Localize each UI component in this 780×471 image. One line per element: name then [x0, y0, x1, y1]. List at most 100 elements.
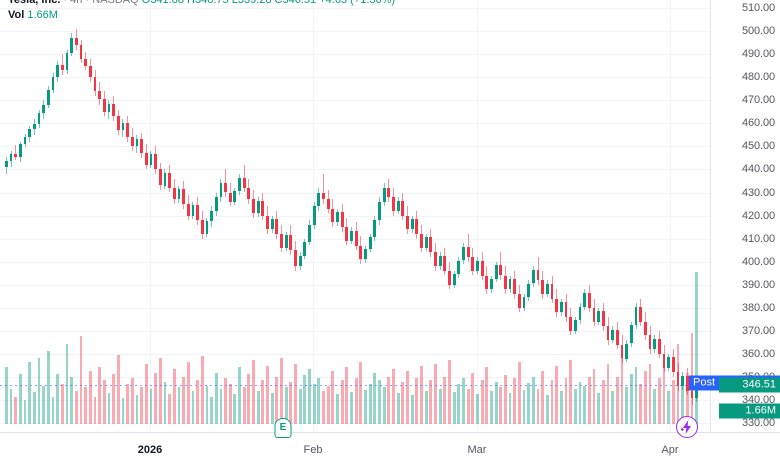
candle-body: [191, 205, 195, 216]
candle-body: [597, 311, 601, 322]
price-tick-label: 500.00: [741, 25, 775, 38]
candle-body: [583, 292, 587, 307]
volume-bar: [606, 363, 610, 424]
volume-bar: [434, 363, 437, 424]
candle-body: [415, 219, 419, 234]
volume-bar: [326, 385, 330, 424]
volume-bar: [555, 365, 559, 424]
candle-body: [65, 53, 69, 71]
price-tick-label: 470.00: [741, 94, 775, 107]
gridline: [0, 400, 710, 401]
volume-bar: [620, 358, 624, 424]
volume-bar: [401, 381, 405, 424]
volume-bar: [252, 360, 255, 424]
volume-bar: [284, 387, 288, 424]
volume-bar: [65, 343, 69, 424]
volume-bar: [74, 391, 78, 424]
candle-body: [149, 154, 153, 165]
candle-body: [116, 116, 120, 131]
price-tick-label: 510.00: [741, 2, 775, 14]
candle-body: [518, 293, 521, 308]
candle-body: [56, 64, 60, 78]
candle-body: [490, 278, 493, 290]
volume-bar: [522, 390, 526, 424]
candle-body: [74, 38, 78, 45]
gridline: [0, 423, 710, 425]
earnings-marker[interactable]: E: [274, 418, 292, 438]
gridline: [0, 77, 710, 79]
candle-body: [51, 77, 55, 90]
volume-bar: [336, 393, 339, 424]
candle-body: [639, 306, 643, 322]
gridline: [0, 8, 710, 9]
volume-bar: [331, 371, 335, 424]
volume-bar: [46, 350, 50, 424]
candle-body: [438, 255, 442, 267]
gridline: [0, 192, 710, 194]
candle-body: [550, 283, 554, 299]
candle-body: [168, 172, 171, 188]
candle-body: [79, 44, 83, 59]
candle-body: [476, 260, 479, 271]
candle-body: [42, 104, 46, 113]
candle-body: [657, 338, 661, 354]
candle-body: [676, 372, 680, 387]
volume-bar: [177, 387, 181, 424]
volume-bar: [186, 361, 190, 424]
chart-plot-area[interactable]: [0, 0, 710, 432]
volume-bar: [368, 383, 372, 424]
candle-body: [620, 344, 624, 359]
candle-body: [448, 270, 451, 285]
time-axis[interactable]: 2026 Feb Mar Apr: [0, 432, 780, 471]
candle-body: [410, 219, 414, 230]
volume-bar: [564, 378, 568, 424]
volume-bar: [112, 373, 116, 424]
volume-bar: [359, 361, 363, 424]
candle-body: [247, 187, 251, 200]
price-tick-label: 340.00: [741, 394, 775, 406]
gridline: [150, 0, 151, 432]
candle-body: [485, 275, 489, 290]
volume-bar: [639, 383, 643, 424]
candle-body: [102, 99, 106, 112]
volume-bar: [140, 387, 144, 424]
candle-body: [172, 187, 176, 200]
candle-body: [298, 255, 302, 267]
volume-bar: [107, 392, 111, 424]
volume-bar: [298, 389, 302, 424]
volume-bar: [657, 378, 661, 424]
lightning-bolt-icon[interactable]: [676, 416, 698, 438]
volume-bar: [154, 372, 157, 424]
candle-body: [359, 245, 363, 260]
volume-bar: [149, 389, 153, 424]
volume-bar: [634, 367, 638, 424]
volume-bar: [144, 363, 148, 424]
volume-bar: [466, 389, 470, 424]
volume-bar: [350, 392, 353, 424]
price-tick-label: 420.00: [741, 209, 775, 222]
volume-bar: [294, 363, 297, 424]
candle-body: [256, 200, 260, 214]
candle-body: [163, 172, 167, 186]
candle-body: [345, 227, 349, 241]
candle-body: [46, 89, 50, 105]
volume-bar: [191, 391, 195, 424]
earnings-marker-label: E: [279, 422, 287, 433]
candle-body: [494, 265, 498, 279]
candle-body: [303, 242, 307, 256]
candle-wick: [61, 54, 63, 75]
earnings-marker-shape: [274, 418, 292, 438]
post-market-price-line: [0, 385, 710, 386]
volume-bar: [345, 367, 349, 424]
candle-body: [695, 385, 699, 398]
volume-bar: [158, 358, 162, 424]
volume-bar: [242, 387, 246, 424]
volume-bar: [60, 383, 64, 424]
volume-bar: [532, 376, 535, 424]
volume-bar: [233, 393, 237, 424]
volume-bar: [625, 387, 629, 424]
price-axis[interactable]: 510.00 500.00 490.00 480.00 470.00 460.00 450.…: [688, 0, 780, 432]
volume-bar: [601, 380, 605, 424]
candle-body: [373, 220, 377, 238]
volume-bar: [480, 380, 484, 424]
